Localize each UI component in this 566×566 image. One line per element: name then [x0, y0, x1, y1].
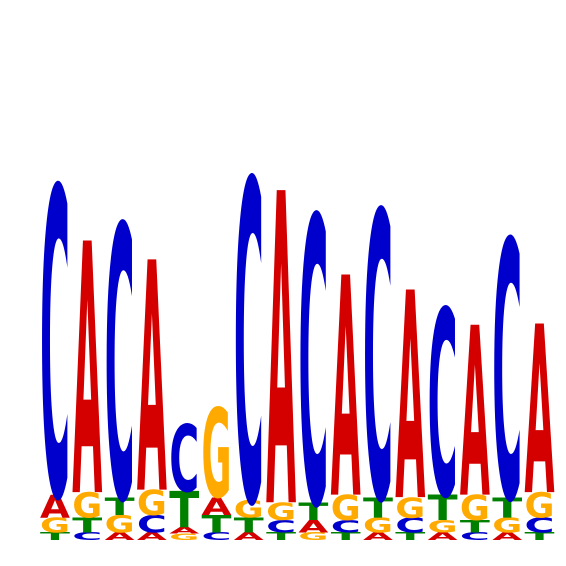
logo-letter-a: A — [202, 492, 232, 520]
logo-letter-c: C — [266, 517, 296, 537]
logo-letter-g: G — [234, 495, 264, 523]
logo-letter-g: G — [266, 498, 296, 526]
logo-letter-c: C — [525, 513, 555, 537]
logo-letter-a: A — [266, 105, 296, 566]
logo-letter-c: C — [331, 517, 361, 537]
logo-letter-t: T — [105, 493, 135, 521]
logo-letter-c: C — [40, 102, 70, 566]
logo-letter-c: C — [363, 131, 393, 566]
logo-letter-g: G — [525, 486, 555, 526]
logo-letter-c: C — [492, 170, 522, 566]
logo-letter-g: G — [202, 385, 232, 527]
logo-letter-g: G — [460, 489, 490, 529]
logo-letter-c: C — [234, 91, 264, 566]
logo-letter-t: T — [298, 498, 328, 526]
logo-letter-g: G — [105, 511, 135, 539]
logo-letter-c: C — [202, 531, 232, 543]
logo-letter-g: G — [428, 516, 458, 537]
logo-letter-g: G — [137, 484, 167, 524]
logo-letter-g: G — [40, 514, 70, 538]
logo-letter-c: C — [395, 513, 425, 537]
logo-letter-t: T — [428, 488, 458, 528]
logo-letter-t: T — [395, 530, 425, 542]
logo-letter-t: T — [202, 511, 232, 539]
logo-letter-c: C — [105, 150, 135, 566]
logo-letter-t: T — [266, 530, 296, 542]
logo-letter-g: G — [298, 531, 328, 543]
logo-letter-g: G — [331, 489, 361, 529]
logo-letter-c: C — [460, 531, 490, 543]
logo-letter-c: C — [137, 510, 167, 538]
logo-letter-a: A — [72, 172, 102, 566]
logo-letter-g: G — [169, 532, 199, 542]
logo-letter-c: C — [169, 406, 199, 513]
logo-letter-a: A — [331, 214, 361, 566]
logo-letter-a: A — [428, 531, 458, 543]
logo-letter-a: A — [395, 232, 425, 564]
logo-letter-a: A — [234, 531, 264, 543]
logo-letter-a: A — [363, 531, 393, 543]
logo-letter-a: A — [492, 531, 522, 543]
logo-letter-a: A — [525, 279, 555, 548]
logo-letter-a: A — [137, 531, 167, 543]
logo-letter-a: A — [137, 198, 167, 566]
logo-letter-g: G — [492, 514, 522, 538]
logo-letter-t: T — [234, 514, 265, 538]
logo-letter-g: G — [395, 492, 425, 524]
logo-letter-t: T — [331, 530, 361, 542]
logo-letter-t: T — [40, 530, 70, 542]
logo-letter-a: A — [40, 489, 70, 525]
logo-letter-t: T — [72, 514, 103, 538]
logo-letter-t: T — [169, 482, 199, 540]
logo-letter-t: T — [460, 516, 490, 536]
logo-letter-a: A — [298, 517, 329, 537]
logo-letter-t: T — [525, 530, 555, 542]
logo-letter-c: C — [298, 136, 328, 566]
logo-letter-a: A — [105, 531, 135, 543]
logo-letter-c: C — [428, 259, 458, 556]
logo-letter-a: A — [460, 280, 490, 551]
logo-letter-a: A — [169, 526, 199, 536]
logo-letter-c: C — [72, 531, 102, 543]
logo-letter-t: T — [492, 492, 522, 524]
logo-letter-g: G — [72, 486, 102, 526]
logo-letter-g: G — [363, 514, 393, 538]
logo-letter-t: T — [363, 492, 393, 524]
